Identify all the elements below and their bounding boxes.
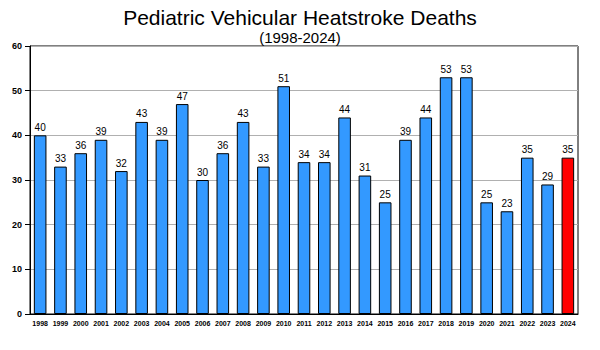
svg-text:2018: 2018 <box>438 320 454 327</box>
svg-text:2015: 2015 <box>377 320 393 327</box>
svg-text:31: 31 <box>359 162 371 173</box>
svg-text:47: 47 <box>177 91 189 102</box>
svg-text:2021: 2021 <box>499 320 515 327</box>
svg-text:30: 30 <box>12 175 22 185</box>
svg-text:39: 39 <box>95 126 107 137</box>
svg-text:35: 35 <box>522 144 534 155</box>
svg-text:2006: 2006 <box>195 320 211 327</box>
svg-text:0: 0 <box>17 309 22 319</box>
svg-text:44: 44 <box>420 104 432 115</box>
svg-text:43: 43 <box>238 108 250 119</box>
svg-text:2007: 2007 <box>215 320 231 327</box>
svg-text:2012: 2012 <box>317 320 333 327</box>
svg-text:44: 44 <box>339 104 351 115</box>
svg-text:2022: 2022 <box>519 320 535 327</box>
svg-text:51: 51 <box>278 73 290 84</box>
svg-text:2013: 2013 <box>337 320 353 327</box>
svg-text:50: 50 <box>12 86 22 96</box>
svg-text:2017: 2017 <box>418 320 434 327</box>
svg-text:25: 25 <box>380 189 392 200</box>
svg-text:2011: 2011 <box>296 320 311 327</box>
svg-text:1998: 1998 <box>32 320 48 327</box>
svg-text:2010: 2010 <box>276 320 292 327</box>
svg-text:25: 25 <box>481 189 493 200</box>
svg-text:34: 34 <box>319 149 331 160</box>
svg-text:36: 36 <box>75 140 87 151</box>
svg-text:2008: 2008 <box>235 320 251 327</box>
svg-text:53: 53 <box>441 64 453 75</box>
svg-text:43: 43 <box>136 108 148 119</box>
svg-text:2009: 2009 <box>256 320 272 327</box>
svg-text:34: 34 <box>298 149 310 160</box>
svg-text:Pediatric Vehicular Heatstroke: Pediatric Vehicular Heatstroke Deaths <box>123 6 477 29</box>
svg-text:39: 39 <box>400 126 412 137</box>
svg-text:40: 40 <box>12 130 22 140</box>
svg-text:30: 30 <box>197 167 209 178</box>
svg-text:23: 23 <box>501 198 513 209</box>
svg-text:32: 32 <box>116 158 128 169</box>
svg-text:36: 36 <box>217 140 229 151</box>
svg-text:2004: 2004 <box>154 320 170 327</box>
svg-text:60: 60 <box>12 41 22 51</box>
svg-text:35: 35 <box>562 144 574 155</box>
svg-text:2000: 2000 <box>73 320 89 327</box>
svg-text:20: 20 <box>12 220 22 230</box>
svg-text:33: 33 <box>258 153 270 164</box>
svg-text:1999: 1999 <box>53 320 69 327</box>
svg-text:39: 39 <box>156 126 168 137</box>
svg-text:10: 10 <box>12 264 22 274</box>
svg-text:33: 33 <box>55 153 67 164</box>
svg-text:40: 40 <box>35 122 47 133</box>
svg-text:2023: 2023 <box>540 320 556 327</box>
svg-text:(1998-2024): (1998-2024) <box>259 29 341 46</box>
svg-text:29: 29 <box>542 171 554 182</box>
svg-text:2002: 2002 <box>114 320 130 327</box>
svg-text:2020: 2020 <box>479 320 495 327</box>
svg-text:2024: 2024 <box>560 320 576 327</box>
svg-text:2001: 2001 <box>93 320 109 327</box>
svg-text:2016: 2016 <box>398 320 414 327</box>
svg-text:2003: 2003 <box>134 320 150 327</box>
svg-text:2005: 2005 <box>174 320 190 327</box>
svg-text:53: 53 <box>461 64 473 75</box>
svg-text:2019: 2019 <box>459 320 475 327</box>
svg-text:2014: 2014 <box>357 320 373 327</box>
